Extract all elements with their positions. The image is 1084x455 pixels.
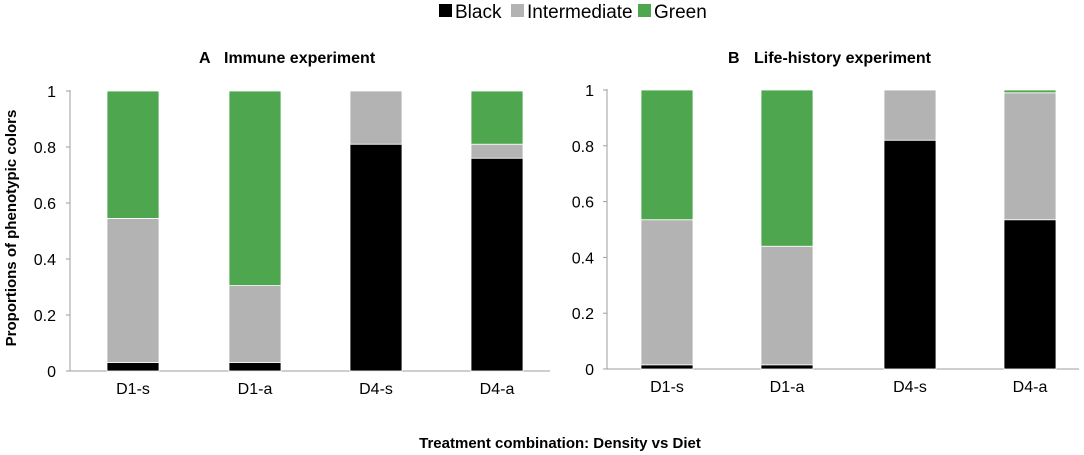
panel-b-category-label-1: D1-a [770,379,805,396]
panel-b-bar-D1-s-intermediate [640,219,694,366]
legend-label-green: Green [654,2,707,23]
panel-b-bar-D1-a-intermediate [760,245,814,366]
panel-a-ytick-label-3: 0.6 [34,196,56,213]
panel-a-bars [106,90,524,372]
panel-b-bar-D4-a-green [1003,89,1057,94]
panel-a-ytick-label-1: 0.2 [34,308,56,325]
panel-a-bar-D1-a-black [228,362,282,372]
panel-b-bar-D4-a-intermediate [1003,92,1057,221]
panel-a-bar-D1-s-green [106,90,160,219]
panel-b-bar-D1-s-black [640,364,694,370]
panel-a-bar-D4-a-green [470,90,524,145]
panel-a-letter: A [199,50,211,67]
panel-a-category-label-3: D4-a [480,381,515,398]
panel-a-category-labels: D1-s D1-a D4-s D4-a [116,381,514,398]
panel-b-title: Life-history experiment [754,50,932,67]
panel-b-ytick-label-3: 0.6 [572,195,594,212]
panel-b-bar-D1-a-black [760,364,814,370]
panel-b-ytick-label-2: 0.4 [572,250,594,267]
panel-b-category-label-2: D4-s [893,379,927,396]
panel-b-y-ticks: 0 0.2 0.4 0.6 0.8 1 [572,83,607,379]
panel-a-category-label-1: D1-a [238,381,273,398]
panel-b-ytick-label-1: 0.2 [572,306,594,323]
panel-a-title: Immune experiment [224,50,376,67]
panel-a-bar-D4-s-black [349,143,403,372]
panel-a-bar-D4-a-intermediate [470,143,524,159]
panel-b-bar-D1-a-green [760,89,814,247]
panel-b-bar-D4-a-black [1003,219,1057,370]
panel-a-bar-D1-s-black [106,362,160,372]
legend-label-black: Black [455,2,502,23]
panel-b-category-labels: D1-s D1-a D4-s D4-a [650,379,1047,396]
x-axis-title: Treatment combination: Density vs Diet [419,435,701,452]
panel-a-bar-D1-a-intermediate [228,285,282,364]
panel-a-ytick-label-0: 0 [47,364,56,381]
panel-b-bar-D1-s-green [640,89,694,221]
panel-b-ytick-label-0: 0 [585,362,594,379]
panel-b-bar-D4-s-black [883,139,937,370]
panel-a-bar-D1-a-green [228,90,282,287]
panel-b-category-label-3: D4-a [1013,379,1048,396]
panel-b-bars [640,89,1057,370]
legend-label-intermediate: Intermediate [527,2,633,23]
panel-b-letter: B [728,50,740,67]
panel-a-ytick-label-4: 0.8 [34,140,56,157]
panel-a-category-label-0: D1-s [116,381,150,398]
panel-b: B Life-history experiment 0 0.2 0.4 0.6 0.8 1… [572,50,1079,396]
panel-a-bar-D1-s-intermediate [106,217,160,363]
panel-a-bar-D4-s-intermediate [349,90,403,145]
legend-swatch-black [439,4,452,17]
legend: Black Intermediate Green [439,2,707,23]
panel-a-ytick-label-5: 1 [47,84,56,101]
panel-b-ytick-label-5: 1 [585,83,594,100]
panel-a: A Immune experiment 00.20.40.60.81 D1-s D… [34,50,550,398]
legend-swatch-green [638,4,651,17]
panel-a-bar-D4-a-black [470,157,524,372]
panel-b-ytick-label-4: 0.8 [572,139,594,156]
panel-a-ytick-label-2: 0.4 [34,252,56,269]
panel-a-y-ticks: 0 0.2 0.4 0.6 0.8 1 [34,84,70,381]
panel-b-category-label-0: D1-s [650,379,684,396]
y-axis-title: Proportions of phenotypic colors [3,110,20,347]
legend-swatch-intermediate [511,4,524,17]
panel-b-bar-D4-s-intermediate [883,89,937,141]
panel-a-category-label-2: D4-s [359,381,393,398]
